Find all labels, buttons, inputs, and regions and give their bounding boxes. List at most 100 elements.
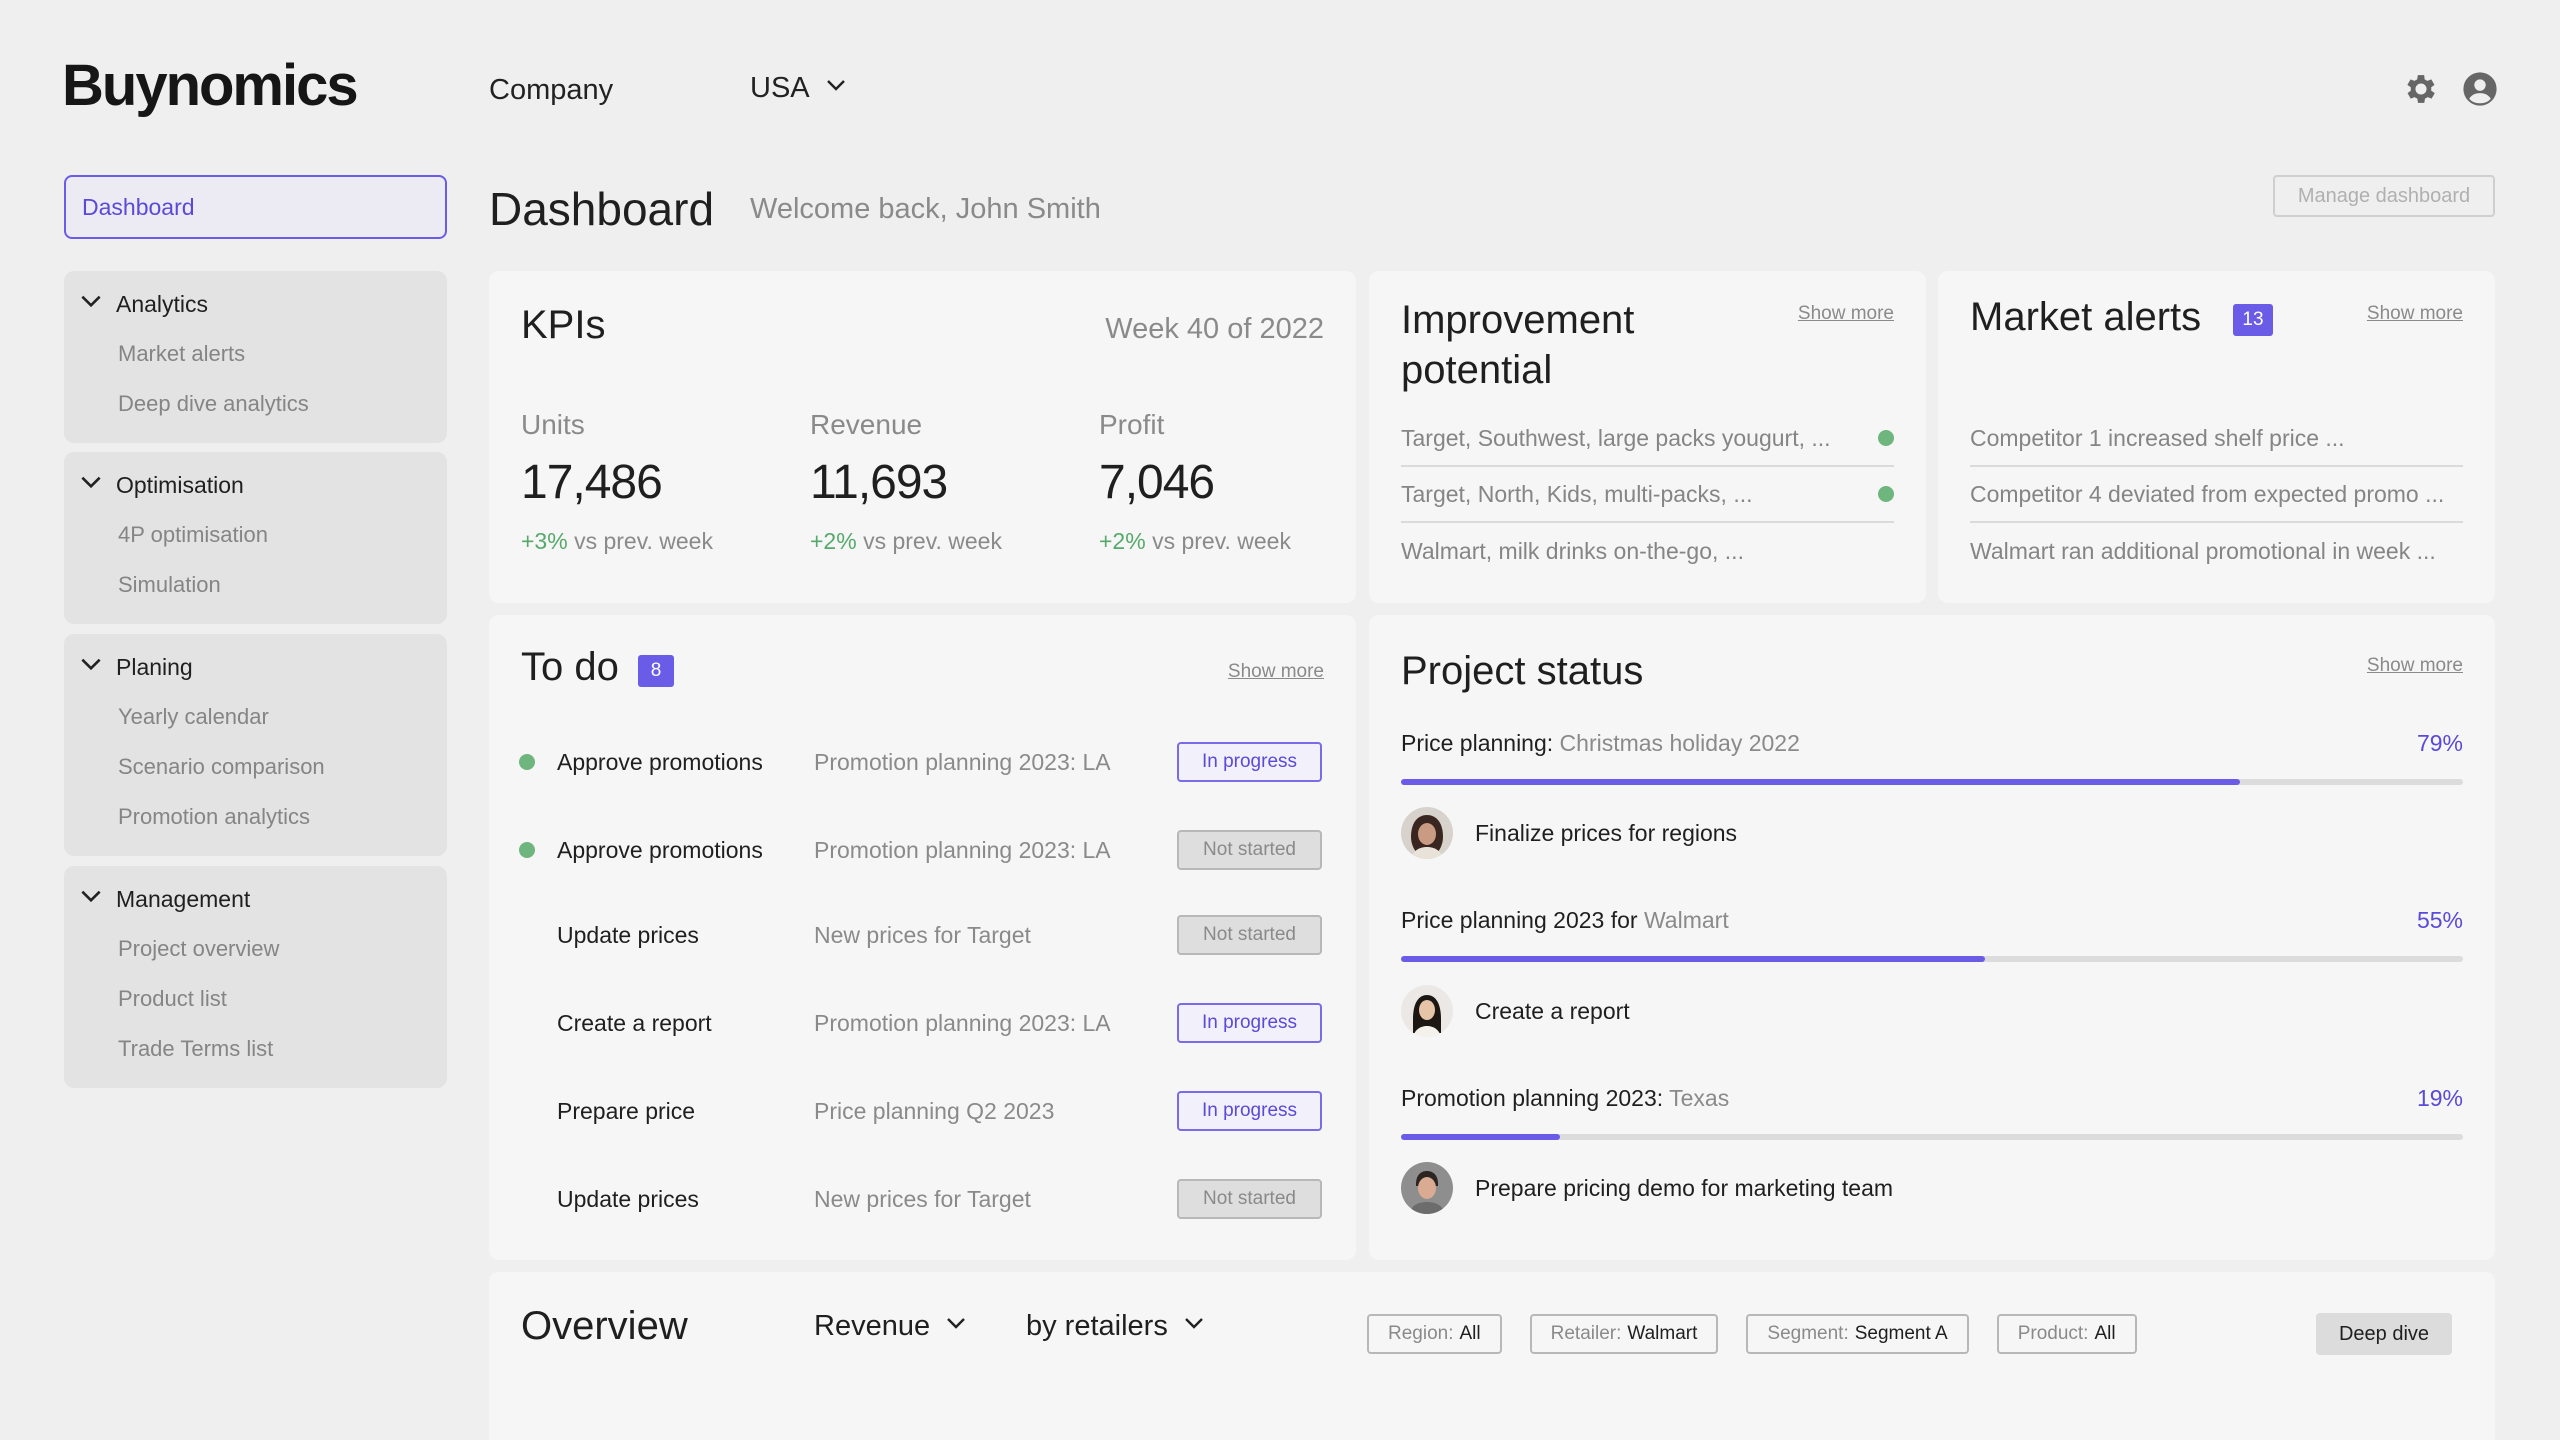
project-task[interactable]: Create a report <box>1401 985 1630 1037</box>
country-value: USA <box>750 72 810 104</box>
kpi-value: 17,486 <box>521 456 663 509</box>
sidebar-item-market-alerts[interactable]: Market alerts <box>118 341 246 366</box>
market-alert-row[interactable]: Competitor 1 increased shelf price ... <box>1970 411 2463 467</box>
sidebar-group-header[interactable]: Analytics <box>64 279 447 329</box>
sidebar-group-label: Planing <box>116 653 193 680</box>
status-dot <box>1878 486 1894 502</box>
kpi-delta: +2% vs prev. week <box>810 528 1002 555</box>
project-task[interactable]: Finalize prices for regions <box>1401 807 1737 859</box>
sidebar-group-header[interactable]: Management <box>64 874 447 924</box>
filter-value: Walmart <box>1627 1323 1698 1344</box>
manage-dashboard-button[interactable]: Manage dashboard <box>2273 175 2495 217</box>
todo-row[interactable]: Approve promotions Promotion planning 20… <box>489 732 1356 792</box>
todo-task: Create a report <box>557 1009 712 1036</box>
project-task[interactable]: Prepare pricing demo for marketing team <box>1401 1162 1893 1214</box>
todo-title: To do <box>521 645 619 689</box>
gear-icon[interactable] <box>2402 70 2440 108</box>
show-more-link[interactable]: Show more <box>1797 303 1894 324</box>
filter-bar: Region: All Retailer: Walmart Segment: Segm… <box>1367 1314 2137 1354</box>
sidebar-item-yearly-calendar[interactable]: Yearly calendar <box>118 704 269 729</box>
status-dot <box>519 842 535 858</box>
country-dropdown[interactable]: USA <box>750 72 848 105</box>
chevron-down-icon <box>78 883 104 915</box>
sidebar-item-4p-optimisation[interactable]: 4P optimisation <box>118 522 269 547</box>
project-header[interactable]: Price planning 2023 for Walmart 55% <box>1401 907 2463 934</box>
sidebar-group-planing: Planing Yearly calendar Scenario compari… <box>64 634 447 856</box>
improvement-row[interactable]: Target, North, Kids, multi-packs, ... <box>1401 467 1894 523</box>
user-account-icon[interactable] <box>2461 70 2499 108</box>
filter-key: Region: <box>1388 1323 1454 1344</box>
kpi-label: Profit <box>1099 409 1165 440</box>
filter-product[interactable]: Product: All <box>1996 1314 2137 1354</box>
kpi-label: Units <box>521 409 585 440</box>
improvement-row[interactable]: Walmart, milk drinks on-the-go, ... <box>1401 523 1894 579</box>
todo-row[interactable]: Approve promotions Promotion planning 20… <box>489 820 1356 880</box>
todo-task: Approve promotions <box>557 748 763 775</box>
status-badge[interactable]: In progress <box>1177 1003 1322 1043</box>
market-alert-row[interactable]: Competitor 4 deviated from expected prom… <box>1970 467 2463 523</box>
page-title: Dashboard <box>489 183 715 235</box>
todo-row[interactable]: Update prices New prices for Target Not … <box>489 905 1356 965</box>
sidebar-item-trade-terms-list[interactable]: Trade Terms list <box>118 1036 274 1061</box>
status-badge[interactable]: In progress <box>1177 742 1322 782</box>
todo-project: New prices for Target <box>814 921 1031 948</box>
sidebar-item-project-overview[interactable]: Project overview <box>118 936 280 961</box>
company-selector[interactable]: Company <box>489 74 614 106</box>
grouping-dropdown[interactable]: by retailers <box>1026 1310 1206 1343</box>
kpi-value: 7,046 <box>1099 456 1215 509</box>
project-progress-bar <box>1401 1134 2463 1140</box>
project-header[interactable]: Price planning: Christmas holiday 2022 7… <box>1401 730 2463 757</box>
sidebar-item-simulation[interactable]: Simulation <box>118 572 221 597</box>
filter-key: Product: <box>2017 1323 2089 1344</box>
status-badge[interactable]: Not started <box>1177 1179 1322 1219</box>
show-more-link[interactable]: Show more <box>2366 655 2463 676</box>
sidebar-item-product-list[interactable]: Product list <box>118 986 227 1011</box>
status-badge[interactable]: In progress <box>1177 1091 1322 1131</box>
kpi-delta-label: vs prev. week <box>1152 528 1291 554</box>
status-badge[interactable]: Not started <box>1177 915 1322 955</box>
improvement-row[interactable]: Target, Southwest, large packs yougurt, … <box>1401 411 1894 467</box>
project-subtitle: Christmas holiday 2022 <box>1559 730 1800 756</box>
kpi-period: Week 40 of 2022 <box>1105 313 1324 345</box>
todo-row[interactable]: Prepare price Price planning Q2 2023 In … <box>489 1081 1356 1141</box>
project-progress-bar <box>1401 956 2463 962</box>
market-alerts-count-badge: 13 <box>2233 304 2273 336</box>
metric-dropdown[interactable]: Revenue <box>814 1310 968 1343</box>
kpi-value: 11,693 <box>810 456 948 509</box>
kpi-label: Revenue <box>810 409 923 440</box>
show-more-link[interactable]: Show more <box>1227 661 1324 682</box>
status-badge[interactable]: Not started <box>1177 830 1322 870</box>
project-subtitle: Walmart <box>1643 907 1729 933</box>
filter-retailer[interactable]: Retailer: Walmart <box>1529 1314 1719 1354</box>
sidebar-item-deep-dive-analytics[interactable]: Deep dive analytics <box>118 391 309 416</box>
todo-project: Promotion planning 2023: LA <box>814 836 1111 863</box>
overview-title: Overview <box>521 1304 688 1348</box>
sidebar-item-scenario-comparison[interactable]: Scenario comparison <box>118 754 325 779</box>
show-more-link[interactable]: Show more <box>2366 303 2463 324</box>
improvement-card: Improvement potential Show more Target, … <box>1369 271 1926 603</box>
project-progress-fill <box>1401 779 2240 785</box>
sidebar-item-promotion-analytics[interactable]: Promotion analytics <box>118 804 310 829</box>
deep-dive-button[interactable]: Deep dive <box>2316 1313 2452 1355</box>
sidebar-group-header[interactable]: Optimisation <box>64 460 447 510</box>
sidebar-group-header[interactable]: Planing <box>64 642 447 692</box>
todo-row[interactable]: Update prices New prices for Target Not … <box>489 1169 1356 1229</box>
project-header[interactable]: Promotion planning 2023: Texas 19% <box>1401 1085 2463 1112</box>
filter-region[interactable]: Region: All <box>1367 1314 1502 1354</box>
project-title: Promotion planning 2023: <box>1401 1085 1664 1111</box>
market-alert-row[interactable]: Walmart ran additional promotional in we… <box>1970 523 2463 579</box>
filter-segment[interactable]: Segment: Segment A <box>1746 1314 1969 1354</box>
project-task-label: Finalize prices for regions <box>1475 819 1738 846</box>
project-percent: 79% <box>2416 730 2463 756</box>
project-title: Price planning 2023 for <box>1401 907 1638 933</box>
kpi-delta-value: +3% <box>521 528 568 554</box>
improvement-title-line: potential <box>1401 348 1553 392</box>
sidebar-item-dashboard[interactable]: Dashboard <box>64 175 447 239</box>
sidebar-group-label: Analytics <box>116 290 209 317</box>
filter-key: Segment: <box>1767 1323 1849 1344</box>
todo-row[interactable]: Create a report Promotion planning 2023:… <box>489 993 1356 1053</box>
sidebar-group-optimisation: Optimisation 4P optimisation Simulation <box>64 452 447 624</box>
todo-task: Approve promotions <box>557 836 763 863</box>
project-progress-bar <box>1401 779 2463 785</box>
market-alert-text: Walmart ran additional promotional in we… <box>1970 537 2436 564</box>
